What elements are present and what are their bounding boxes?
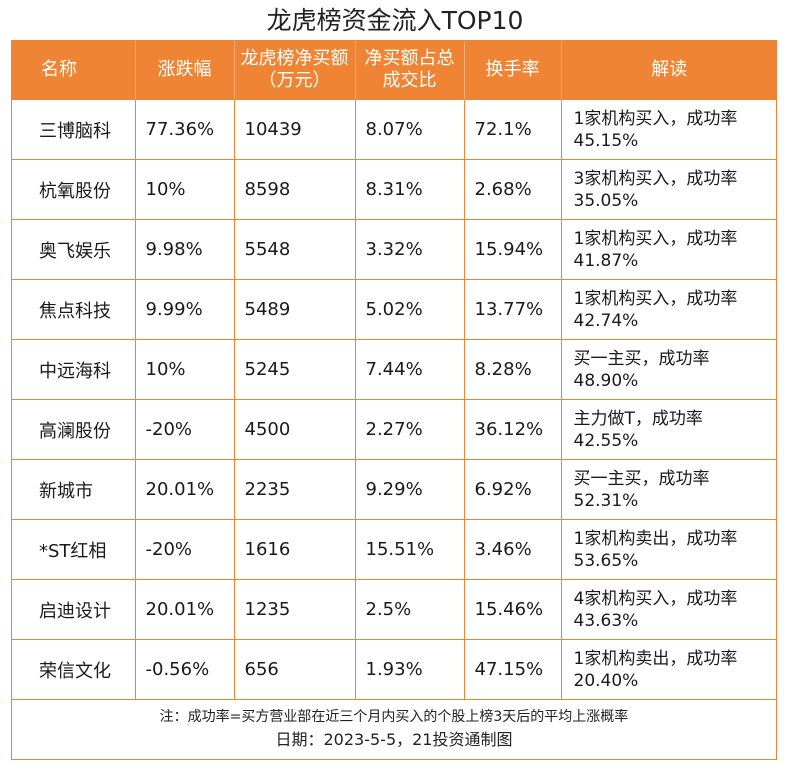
table-row: 中远海科 10% 5245 7.44% 8.28% 买一主买，成功率48.90%: [11, 339, 777, 400]
header-net-buy: 龙虎榜净买额（万元）: [234, 40, 356, 100]
cell-name: 焦点科技: [11, 279, 136, 340]
cell-name: 奥飞娱乐: [11, 219, 136, 280]
table-row: 杭氧股份 10% 8598 8.31% 2.68% 3家机构买入，成功率35.05%: [11, 159, 777, 220]
header-net-buy-ratio: 净买额占总成交比: [355, 40, 465, 100]
cell-turnover: 8.28%: [464, 339, 562, 400]
cell-net-buy: 1616: [234, 519, 356, 580]
cell-interpretation: 3家机构买入，成功率35.05%: [561, 159, 777, 220]
cell-change: -20%: [135, 399, 235, 460]
table-row: 奥飞娱乐 9.98% 5548 3.32% 15.94% 1家机构买入，成功率41.87%: [11, 219, 777, 280]
cell-interpretation: 1家机构卖出，成功率20.40%: [561, 639, 777, 700]
table-row: 焦点科技 9.99% 5489 5.02% 13.77% 1家机构买入，成功率42.74%: [11, 279, 777, 340]
cell-net-buy-ratio: 9.29%: [355, 459, 465, 520]
cell-turnover: 2.68%: [464, 159, 562, 220]
cell-name: 杭氧股份: [11, 159, 136, 220]
cell-net-buy-ratio: 15.51%: [355, 519, 465, 580]
cell-change: 77.36%: [135, 100, 235, 160]
table-body: 三博脑科 77.36% 10439 8.07% 72.1% 1家机构买入，成功率45.15…: [11, 100, 777, 700]
cell-change: 9.98%: [135, 219, 235, 280]
cell-interpretation: 买一主买，成功率48.90%: [561, 339, 777, 400]
header-interpretation: 解读: [561, 40, 777, 100]
table-row: 三博脑科 77.36% 10439 8.07% 72.1% 1家机构买入，成功率45.15…: [11, 100, 777, 160]
cell-net-buy: 2235: [234, 459, 356, 520]
cell-turnover: 15.46%: [464, 579, 562, 640]
cell-change: 20.01%: [135, 459, 235, 520]
cell-name: 启迪设计: [11, 579, 136, 640]
table-row: 新城市 20.01% 2235 9.29% 6.92% 买一主买，成功率52.31%: [11, 459, 777, 520]
cell-net-buy: 656: [234, 639, 356, 700]
table-row: 荣信文化 -0.56% 656 1.93% 47.15% 1家机构卖出，成功率20.40%: [11, 639, 777, 700]
cell-name: 中远海科: [11, 339, 136, 400]
cell-interpretation: 买一主买，成功率52.31%: [561, 459, 777, 520]
cell-change: 20.01%: [135, 579, 235, 640]
cell-net-buy: 8598: [234, 159, 356, 220]
cell-net-buy-ratio: 3.32%: [355, 219, 465, 280]
data-table: 名称 涨跌幅 龙虎榜净买额（万元） 净买额占总成交比 换手率 解读 三博脑科 77…: [11, 40, 777, 700]
cell-change: 9.99%: [135, 279, 235, 340]
cell-name: 荣信文化: [11, 639, 136, 700]
cell-net-buy-ratio: 8.31%: [355, 159, 465, 220]
cell-turnover: 6.92%: [464, 459, 562, 520]
cell-net-buy: 5548: [234, 219, 356, 280]
source-line: 日期：2023-5-5，21投资通制图: [275, 730, 513, 749]
cell-net-buy: 1235: [234, 579, 356, 640]
cell-net-buy-ratio: 7.44%: [355, 339, 465, 400]
cell-name: 高澜股份: [11, 399, 136, 460]
cell-interpretation: 1家机构买入，成功率42.74%: [561, 279, 777, 340]
cell-turnover: 47.15%: [464, 639, 562, 700]
cell-turnover: 15.94%: [464, 219, 562, 280]
cell-name: 三博脑科: [11, 100, 136, 160]
cell-net-buy-ratio: 2.5%: [355, 579, 465, 640]
header-change: 涨跌幅: [135, 40, 235, 100]
cell-turnover: 36.12%: [464, 399, 562, 460]
cell-interpretation: 4家机构买入，成功率43.63%: [561, 579, 777, 640]
cell-net-buy-ratio: 1.93%: [355, 639, 465, 700]
cell-turnover: 72.1%: [464, 100, 562, 160]
cell-net-buy: 10439: [234, 100, 356, 160]
cell-change: -20%: [135, 519, 235, 580]
footnote: 注：成功率=买方营业部在近三个月内买入的个股上榜3天后的平均上涨概率: [159, 709, 629, 725]
table-row: 启迪设计 20.01% 1235 2.5% 15.46% 4家机构买入，成功率43.63%: [11, 579, 777, 640]
table-header-row: 名称 涨跌幅 龙虎榜净买额（万元） 净买额占总成交比 换手率 解读: [11, 40, 777, 100]
cell-net-buy-ratio: 2.27%: [355, 399, 465, 460]
table-row: 高澜股份 -20% 4500 2.27% 36.12% 主力做T，成功率42.55%: [11, 399, 777, 460]
cell-interpretation: 1家机构卖出，成功率53.65%: [561, 519, 777, 580]
table-frame: [11, 40, 777, 760]
cell-name: *ST红相: [11, 519, 136, 580]
cell-interpretation: 1家机构买入，成功率41.87%: [561, 219, 777, 280]
cell-interpretation: 1家机构买入，成功率45.15%: [561, 100, 777, 160]
cell-turnover: 3.46%: [464, 519, 562, 580]
cell-net-buy: 5245: [234, 339, 356, 400]
table-row: *ST红相 -20% 1616 15.51% 3.46% 1家机构卖出，成功率53.65%: [11, 519, 777, 580]
cell-change: 10%: [135, 159, 235, 220]
cell-net-buy-ratio: 8.07%: [355, 100, 465, 160]
cell-name: 新城市: [11, 459, 136, 520]
cell-net-buy: 5489: [234, 279, 356, 340]
cell-net-buy-ratio: 5.02%: [355, 279, 465, 340]
header-turnover: 换手率: [464, 40, 562, 100]
cell-interpretation: 主力做T，成功率42.55%: [561, 399, 777, 460]
chart-title: 龙虎榜资金流入TOP10: [266, 6, 524, 35]
cell-turnover: 13.77%: [464, 279, 562, 340]
cell-change: -0.56%: [135, 639, 235, 700]
cell-net-buy: 4500: [234, 399, 356, 460]
header-name: 名称: [11, 40, 136, 100]
cell-change: 10%: [135, 339, 235, 400]
